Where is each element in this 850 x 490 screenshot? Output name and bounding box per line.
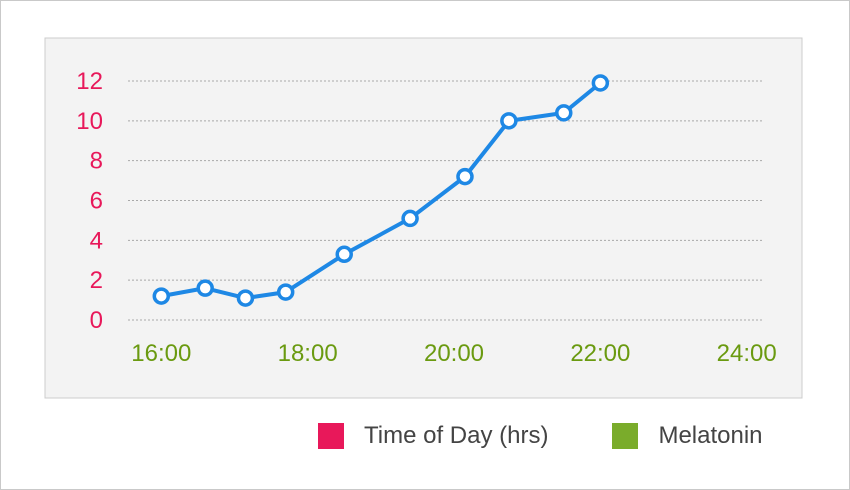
data-point — [335, 245, 353, 264]
y-tick-label: 10 — [76, 108, 103, 135]
data-point — [401, 209, 419, 228]
legend-item-melatonin: Melatonin — [612, 422, 763, 450]
legend: Time of Day (hrs) Melatonin — [318, 422, 763, 450]
data-point — [276, 283, 295, 301]
legend-swatch-melatonin — [612, 423, 639, 449]
x-tick-label: 24:00 — [717, 340, 777, 367]
data-point — [152, 287, 171, 305]
data-point — [500, 112, 518, 130]
data-point — [591, 74, 610, 92]
y-tick-label: 6 — [90, 188, 103, 215]
series-layer — [152, 74, 610, 307]
data-point — [236, 289, 255, 307]
y-tick-label: 4 — [90, 227, 103, 254]
y-tick-label: 2 — [90, 267, 103, 294]
data-point — [555, 104, 573, 122]
x-axis: 16:00 18:00 20:00 22:00 24:00 — [131, 340, 776, 367]
y-tick-label: 8 — [90, 148, 103, 175]
x-tick-label: 18:00 — [278, 340, 338, 367]
x-tick-label: 22:00 — [570, 340, 630, 367]
y-tick-label: 0 — [90, 307, 103, 334]
legend-item-time-of-day: Time of Day (hrs) — [318, 422, 548, 450]
data-point — [196, 279, 214, 297]
plot-area — [44, 37, 803, 399]
legend-label-melatonin: Melatonin — [658, 422, 763, 449]
data-point — [456, 167, 474, 186]
y-axis: 0 2 4 6 8 10 12 — [76, 68, 103, 334]
x-tick-label: 16:00 — [131, 340, 191, 367]
legend-swatch-time-of-day — [318, 423, 344, 449]
y-tick-label: 12 — [76, 68, 103, 95]
series-line — [159, 80, 603, 301]
grid-layer — [128, 80, 763, 321]
legend-label-time-of-day: Time of Day (hrs) — [364, 422, 549, 449]
x-tick-label: 20:00 — [424, 340, 484, 367]
